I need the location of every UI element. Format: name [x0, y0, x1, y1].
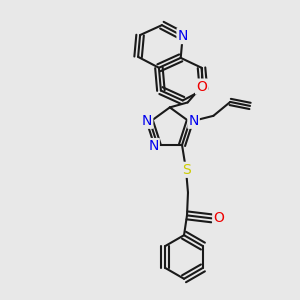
Text: N: N: [142, 114, 152, 128]
Text: N: N: [178, 29, 188, 43]
Text: O: O: [196, 80, 207, 94]
Text: O: O: [213, 212, 224, 225]
Text: N: N: [148, 139, 159, 153]
Text: S: S: [182, 163, 190, 177]
Text: N: N: [188, 114, 199, 128]
